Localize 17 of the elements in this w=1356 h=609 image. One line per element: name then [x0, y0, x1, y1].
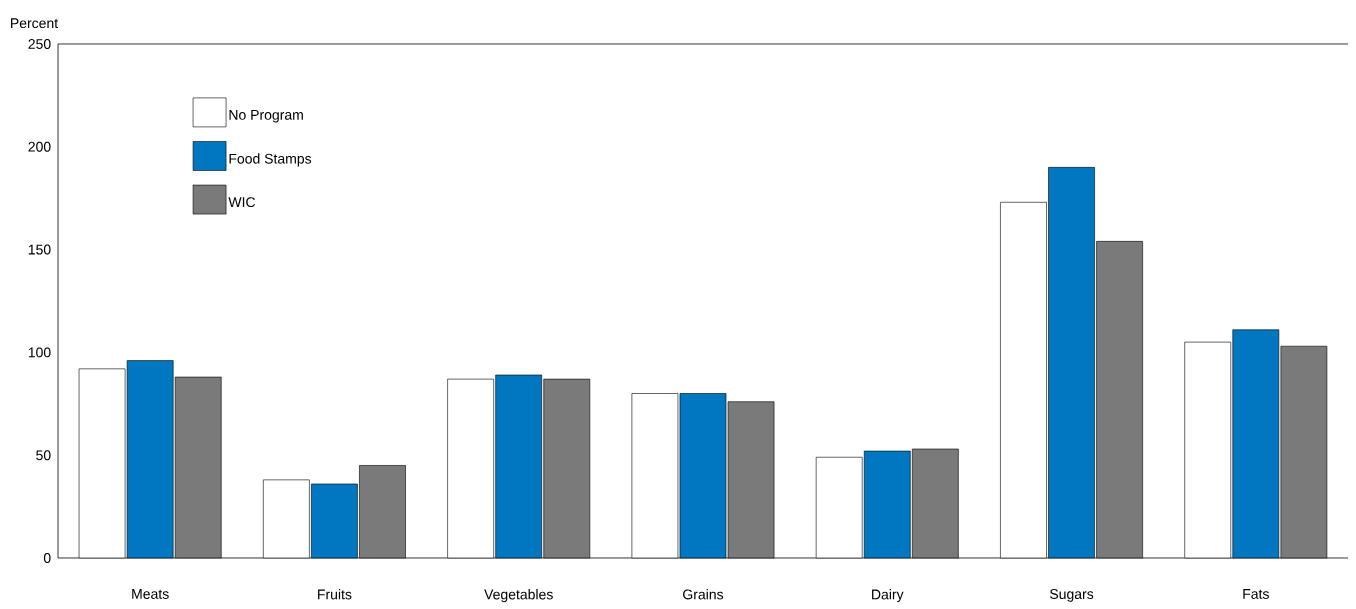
x-tick-label: Fats	[1243, 589, 1269, 599]
legend-label: WIC	[228, 197, 256, 208]
y-tick-label: 250	[28, 39, 51, 49]
legend-label: Food Stamps	[229, 153, 312, 167]
x-tick-label: Sugars	[1050, 589, 1094, 602]
y-tick-label: 150	[28, 244, 51, 255]
legend-label: No Program	[229, 110, 303, 123]
x-tick-label: Grains	[683, 589, 724, 600]
x-tick-label: Vegetables	[484, 589, 553, 603]
y-tick-label: 100	[28, 347, 51, 358]
y-tick-label: 0	[43, 553, 51, 563]
x-tick-label: Fruits	[318, 589, 352, 600]
y-tick-label: 50	[36, 450, 51, 461]
x-tick-label: Meats	[132, 589, 169, 599]
y-tick-label: 200	[28, 141, 51, 152]
y-axis-title: Percent	[11, 18, 59, 29]
x-tick-label: Dairy	[872, 589, 904, 603]
